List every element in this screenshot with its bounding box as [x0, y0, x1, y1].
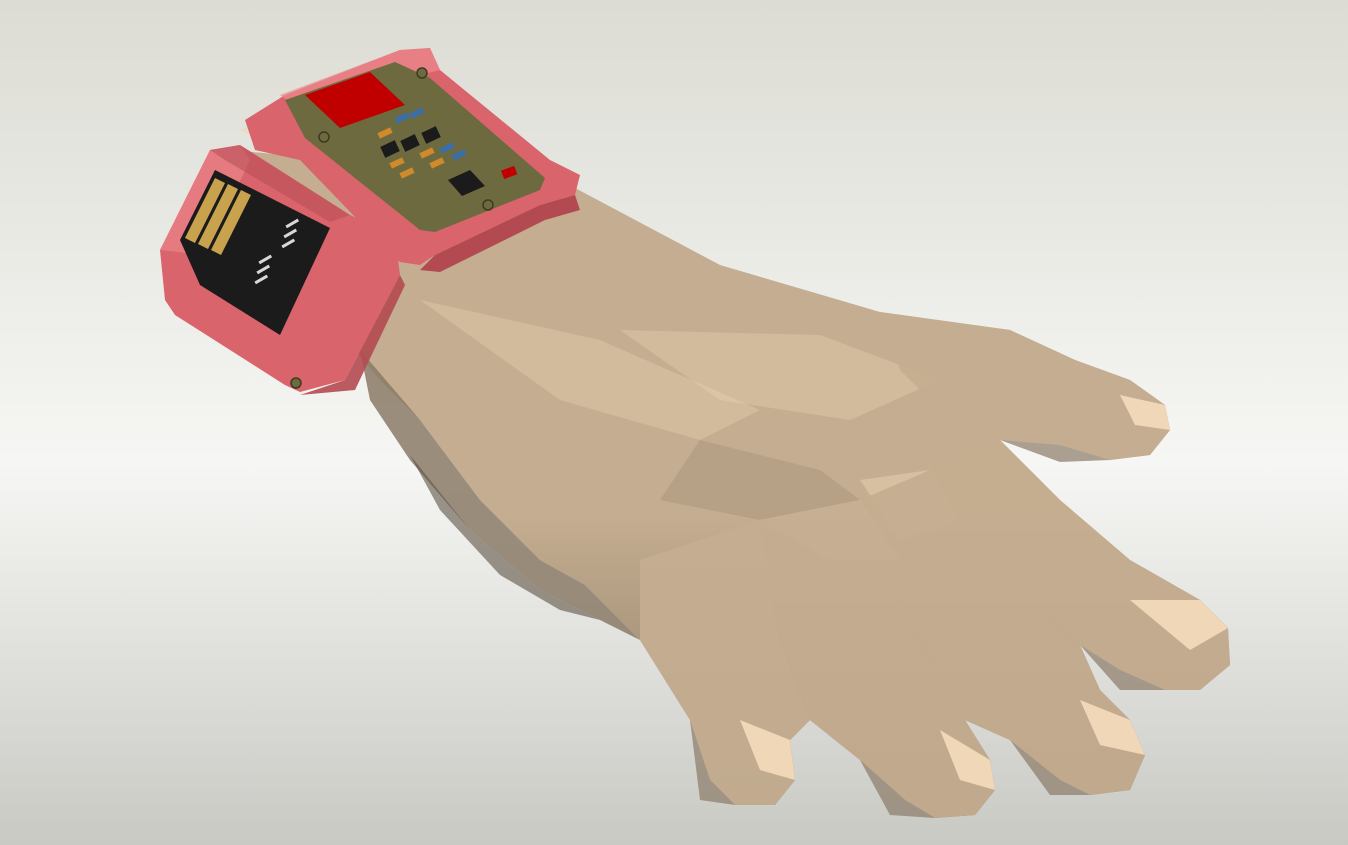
scene-render — [0, 0, 1348, 845]
3d-viewport — [0, 0, 1348, 845]
